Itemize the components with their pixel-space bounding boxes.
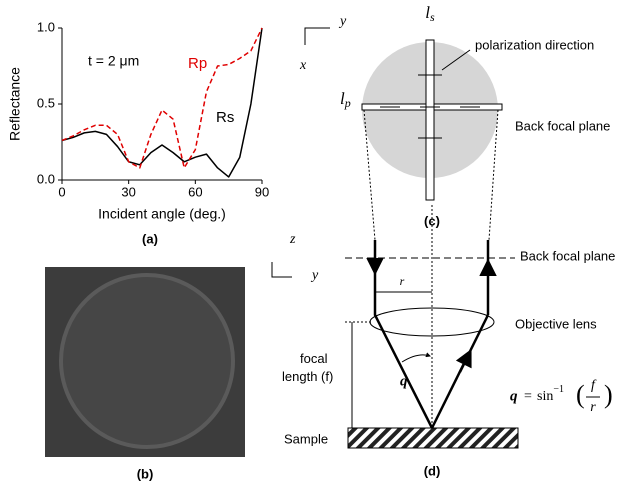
ls-label: ls	[425, 3, 435, 24]
y-tick-label: 0.0	[37, 171, 55, 186]
annotation: t = 2 μm	[88, 53, 139, 69]
figure: 0 30 60 90 0.0 0.5 1.0 Incident angle (deg.) Ref…	[0, 0, 631, 487]
panel-label: (a)	[142, 231, 158, 246]
slit-s	[426, 40, 434, 200]
x-tick-label: 30	[121, 184, 135, 199]
panel-label: (d)	[424, 463, 441, 478]
image-ring	[61, 275, 233, 447]
axis-label: z	[289, 232, 296, 247]
axis-label: y	[338, 14, 347, 29]
formula-func: sin−1	[537, 384, 564, 404]
x-axis-label: Incident angle (deg.)	[98, 206, 226, 222]
y-tick-label: 1.0	[37, 19, 55, 34]
legend-label: Rp	[188, 55, 207, 72]
axis-label: x	[299, 58, 307, 73]
lp-label: lp	[340, 89, 351, 110]
axis-label: y	[310, 268, 319, 283]
annotation: polarization direction	[475, 37, 594, 52]
x-tick-label: 60	[188, 184, 202, 199]
annotation: Sample	[284, 431, 328, 446]
paren: )	[604, 380, 613, 409]
x-tick-label: 0	[58, 184, 65, 199]
sample	[348, 428, 518, 448]
angle-label: q	[400, 373, 408, 389]
radius-label: r	[400, 274, 405, 288]
paren: (	[576, 380, 585, 409]
y-tick-label: 0.5	[37, 95, 55, 110]
angle-arc	[402, 355, 430, 362]
chart-a: 0 30 60 90 0.0 0.5 1.0 Incident angle (deg.) Ref…	[7, 19, 270, 246]
formula-num: f	[591, 378, 597, 393]
legend-label: Rs	[216, 109, 234, 126]
formula-den: r	[590, 400, 596, 415]
annotation: Back focal plane	[515, 118, 610, 133]
formula-eq: =	[524, 389, 532, 404]
series-line	[62, 28, 262, 168]
y-axis-label: Reflectance	[7, 67, 23, 141]
formula-lhs: q	[510, 388, 518, 404]
x-tick-label: 90	[255, 184, 269, 199]
axes-icon	[272, 262, 292, 277]
series-line	[62, 28, 262, 177]
annotation: Objective lens	[515, 316, 597, 331]
axis	[62, 28, 262, 180]
panel-label: (b)	[137, 466, 154, 481]
formula: q = sin−1 ( ) f r	[510, 378, 613, 415]
annotation: Back focal plane	[520, 248, 615, 263]
axes-icon	[305, 28, 330, 45]
